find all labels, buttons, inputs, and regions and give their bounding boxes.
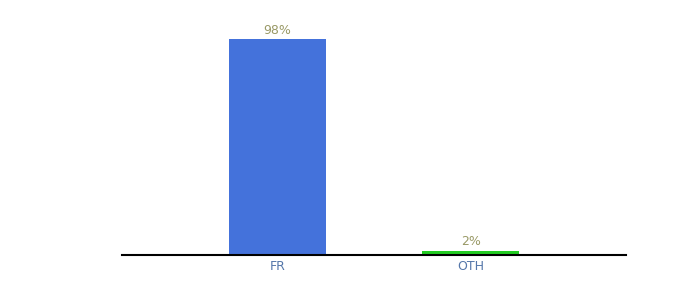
Text: 98%: 98% — [263, 24, 291, 37]
Bar — [422, 250, 519, 255]
Bar — [229, 39, 326, 255]
Text: 2%: 2% — [461, 236, 481, 248]
